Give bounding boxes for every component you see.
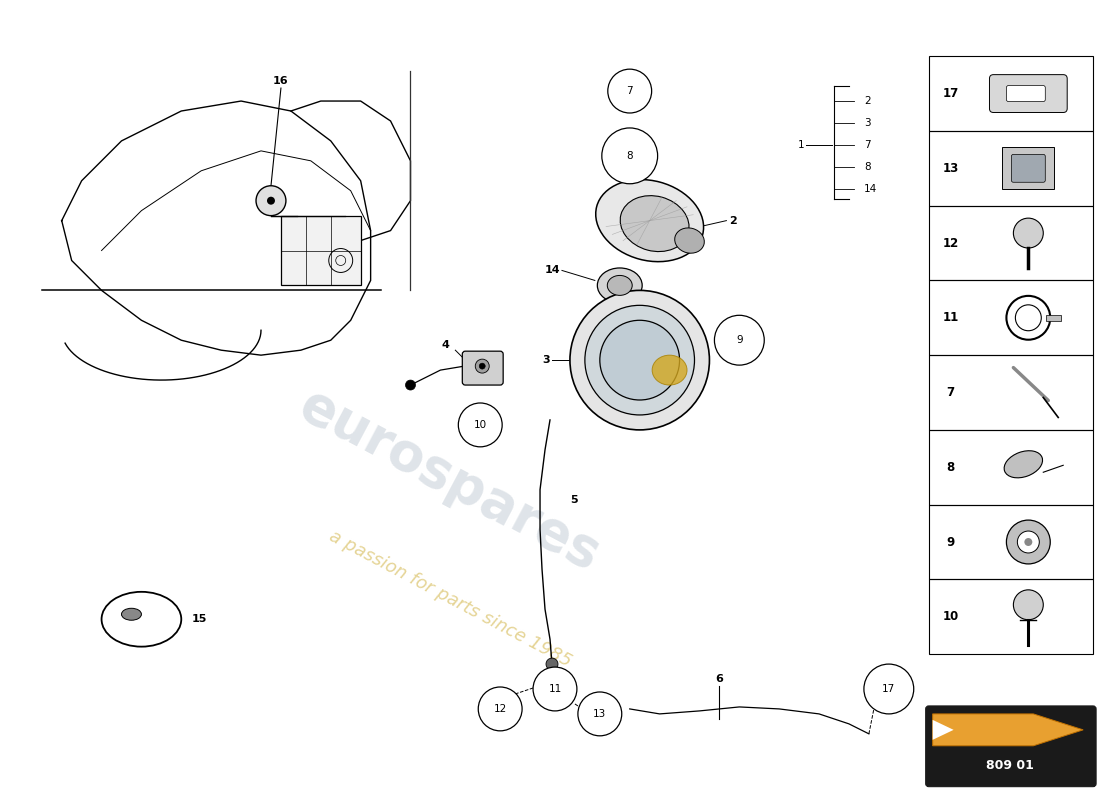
Text: eurospares: eurospares (292, 378, 609, 581)
Circle shape (406, 380, 416, 390)
Circle shape (256, 186, 286, 216)
Text: 9: 9 (946, 535, 955, 549)
Text: 5: 5 (570, 494, 578, 505)
Circle shape (480, 363, 485, 369)
Circle shape (546, 658, 558, 670)
Text: 13: 13 (943, 162, 959, 175)
Bar (928, 56, 1093, 131)
Circle shape (570, 290, 710, 430)
Text: 2: 2 (729, 216, 737, 226)
Text: 6: 6 (715, 674, 724, 684)
Bar (928, 430, 1093, 505)
Circle shape (1013, 218, 1043, 248)
Text: 809 01: 809 01 (987, 759, 1034, 772)
Bar (928, 579, 1093, 654)
Text: 8: 8 (946, 461, 955, 474)
Circle shape (864, 664, 914, 714)
Ellipse shape (597, 268, 642, 303)
Ellipse shape (596, 179, 704, 262)
Circle shape (1013, 590, 1043, 620)
FancyBboxPatch shape (462, 351, 503, 385)
Text: 1: 1 (798, 140, 804, 150)
Circle shape (714, 315, 764, 365)
Circle shape (585, 306, 694, 415)
Text: 8: 8 (864, 162, 870, 172)
Bar (928, 281, 1093, 355)
Bar (928, 355, 1093, 430)
Circle shape (459, 403, 503, 447)
Text: 9: 9 (736, 335, 743, 346)
Text: 14: 14 (864, 184, 877, 194)
Text: 12: 12 (943, 237, 959, 250)
Polygon shape (933, 720, 954, 740)
Ellipse shape (674, 228, 704, 253)
Text: a passion for parts since 1985: a passion for parts since 1985 (326, 527, 574, 671)
Circle shape (608, 69, 651, 113)
Text: 14: 14 (544, 266, 560, 275)
Circle shape (1024, 538, 1032, 546)
Circle shape (602, 128, 658, 184)
Text: 8: 8 (626, 151, 632, 161)
Circle shape (475, 359, 490, 373)
Text: 10: 10 (943, 610, 959, 623)
Ellipse shape (652, 355, 688, 385)
Ellipse shape (620, 196, 689, 251)
FancyBboxPatch shape (1011, 154, 1045, 182)
Text: 13: 13 (593, 709, 606, 719)
Bar (928, 505, 1093, 579)
FancyBboxPatch shape (990, 74, 1067, 113)
Text: 15: 15 (191, 614, 207, 624)
Text: 17: 17 (882, 684, 895, 694)
Text: 16: 16 (273, 76, 289, 86)
Text: 3: 3 (864, 118, 870, 128)
Ellipse shape (101, 592, 182, 646)
Text: 17: 17 (943, 87, 959, 100)
Bar (1046, 314, 1062, 321)
Ellipse shape (121, 608, 142, 620)
Circle shape (1018, 531, 1040, 553)
FancyBboxPatch shape (1002, 147, 1054, 190)
Text: 2: 2 (864, 96, 870, 106)
Polygon shape (933, 714, 1084, 746)
Circle shape (534, 667, 576, 711)
Text: 7: 7 (946, 386, 955, 399)
Text: 7: 7 (626, 86, 632, 96)
FancyBboxPatch shape (1006, 86, 1045, 102)
Circle shape (600, 320, 680, 400)
FancyBboxPatch shape (926, 706, 1096, 786)
Circle shape (578, 692, 621, 736)
Bar (928, 131, 1093, 206)
Bar (928, 206, 1093, 281)
Circle shape (478, 687, 522, 731)
Text: 4: 4 (441, 340, 449, 350)
Text: 10: 10 (474, 420, 487, 430)
Bar (280, 216, 361, 286)
Circle shape (1006, 520, 1050, 564)
Text: 7: 7 (864, 140, 870, 150)
Text: 11: 11 (549, 684, 562, 694)
Ellipse shape (607, 275, 632, 295)
Text: 12: 12 (494, 704, 507, 714)
Ellipse shape (1004, 450, 1043, 478)
Circle shape (267, 197, 275, 205)
Text: 11: 11 (943, 311, 959, 324)
Text: 3: 3 (542, 355, 550, 365)
